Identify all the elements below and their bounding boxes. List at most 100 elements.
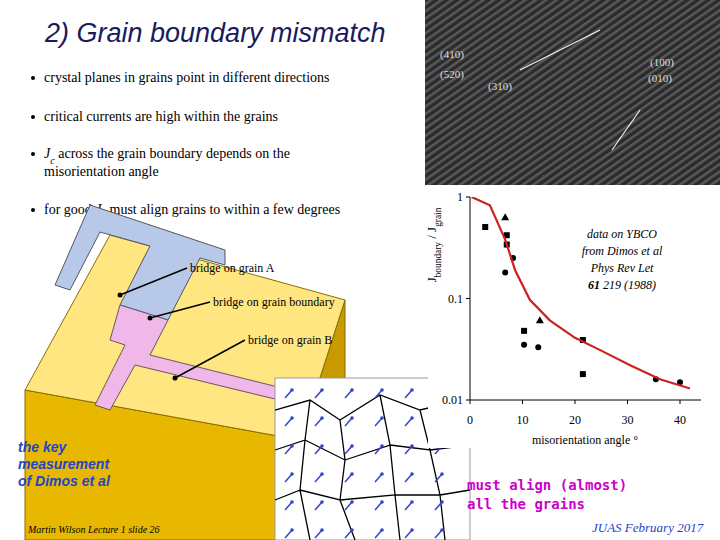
text-run: Phys Rev Let — [590, 261, 654, 275]
title: 2) Grain boundary mismatch — [44, 18, 386, 48]
arrow-head — [350, 388, 354, 392]
arrow-head — [380, 444, 384, 448]
y-label: Jboundary / Jgrain — [424, 207, 443, 282]
arrow-head — [410, 388, 414, 392]
label-arrow — [120, 268, 187, 295]
data-point — [580, 371, 586, 377]
arrow-head — [320, 388, 324, 392]
x-tick — [575, 400, 576, 404]
arrow-head — [290, 416, 294, 420]
arrow-head — [380, 500, 384, 504]
arrow-head — [410, 500, 414, 504]
text-run: 61 — [588, 278, 600, 292]
label-arrow — [150, 302, 210, 318]
text-run: / J — [424, 227, 439, 242]
arrow-head — [380, 528, 384, 532]
arrow-head — [118, 293, 123, 298]
arrow-head — [320, 444, 324, 448]
arrow-head — [410, 416, 414, 420]
x-tick-label: 10 — [517, 413, 529, 427]
x-tick-label: 20 — [569, 413, 581, 427]
text-run: crystal planes in grains point in differ… — [44, 70, 330, 85]
text-run: must align grains to within a few degree… — [106, 202, 340, 217]
data-point — [535, 344, 541, 350]
x-axis — [470, 400, 701, 401]
y-tick — [466, 298, 470, 299]
arrow-head — [320, 416, 324, 420]
chart: 0102030400.010.11Jboundary / Jgrainmisor… — [424, 186, 720, 448]
annotation: 61 219 (1988) — [588, 278, 656, 292]
key-note: the key — [18, 439, 67, 455]
arrow-head — [173, 376, 178, 381]
arrow-head — [350, 416, 354, 420]
plane-label: (410) — [440, 48, 464, 61]
key-note: of Dimos et al — [18, 473, 111, 489]
footer: JUAS February 2017 — [592, 520, 704, 535]
arrow-head — [350, 472, 354, 476]
annotation: from Dimos et al — [582, 244, 663, 258]
footer: Martin Wilson Lecture 1 slide 26 — [27, 524, 160, 535]
arrow-head — [290, 500, 294, 504]
x-tick-label: 30 — [622, 413, 634, 427]
arrow-head — [380, 472, 384, 476]
arrow-head — [290, 444, 294, 448]
bullet-text: critical currents are high within the gr… — [44, 109, 278, 124]
y-tick-label: 0.1 — [448, 292, 463, 306]
arrow-head — [440, 472, 444, 476]
text-run: boundary — [433, 242, 443, 278]
bullet-dot — [31, 208, 35, 212]
plane-label: (100) — [650, 56, 674, 69]
arrow-head — [320, 472, 324, 476]
x-label: misorientation angle ° — [532, 433, 638, 447]
arrow-head — [320, 500, 324, 504]
arrow-head — [440, 500, 444, 504]
arrow-head — [380, 388, 384, 392]
bullet-text: crystal planes in grains point in differ… — [44, 70, 330, 85]
arrow-head — [290, 528, 294, 532]
x-tick-label: 40 — [674, 413, 686, 427]
arrow-head — [320, 528, 324, 532]
data-point — [521, 342, 527, 348]
arrow-head — [410, 444, 414, 448]
text-run: across the grain boundary depends on the — [55, 146, 290, 161]
y-tick — [466, 400, 470, 401]
text-run: data on YBCO — [587, 227, 657, 241]
arrow-head — [410, 472, 414, 476]
bullet-text: misorientation angle — [44, 164, 159, 179]
x-tick — [680, 400, 681, 404]
plane-label: (010) — [648, 72, 672, 85]
arrow-head — [290, 388, 294, 392]
bullet-text: Jc across the grain boundary depends on … — [44, 146, 290, 166]
text-run: grain — [433, 207, 443, 227]
bridge-label: bridge on grain B — [248, 333, 332, 347]
plane-line — [520, 30, 640, 150]
slide: (410)(520)(310)(100)(010)2) Grain bounda… — [0, 0, 720, 540]
chart-bg — [428, 186, 720, 448]
arrow-head — [350, 444, 354, 448]
key-note: measurement — [18, 456, 110, 472]
data-point — [521, 328, 527, 334]
align-note: must align (almost) — [467, 477, 627, 493]
arrow-head — [380, 416, 384, 420]
plane-label: (520) — [440, 68, 464, 81]
y-tick-label: 1 — [457, 190, 463, 204]
align-note: all the grains — [467, 496, 585, 512]
data-point — [536, 316, 544, 323]
bridge-label: bridge on grain A — [190, 261, 275, 275]
x-tick — [627, 400, 628, 404]
data-point — [482, 224, 488, 230]
x-tick — [470, 400, 471, 404]
plot-area — [472, 197, 690, 388]
data-point — [501, 213, 509, 220]
annotation: Phys Rev Let — [590, 261, 654, 275]
bullet-dot — [31, 152, 35, 156]
arrow-head — [148, 316, 153, 321]
label-arrow — [175, 340, 245, 378]
arrow-head — [440, 528, 444, 532]
x-tick-label: 0 — [467, 413, 473, 427]
text-run: misorientation angle — [44, 164, 159, 179]
bullet-dot — [31, 76, 35, 80]
arrow-head — [350, 528, 354, 532]
annotation: data on YBCO — [587, 227, 657, 241]
data-point — [502, 270, 508, 276]
